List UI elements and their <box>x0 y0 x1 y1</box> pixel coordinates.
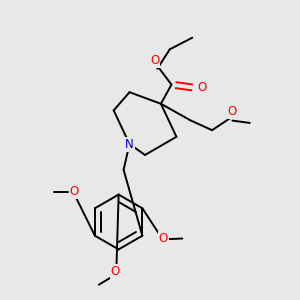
Text: O: O <box>159 232 168 245</box>
Text: O: O <box>111 265 120 278</box>
Text: O: O <box>70 185 79 199</box>
Text: O: O <box>197 81 206 94</box>
Text: O: O <box>227 105 236 118</box>
Text: N: N <box>125 138 134 151</box>
Text: O: O <box>150 54 160 67</box>
